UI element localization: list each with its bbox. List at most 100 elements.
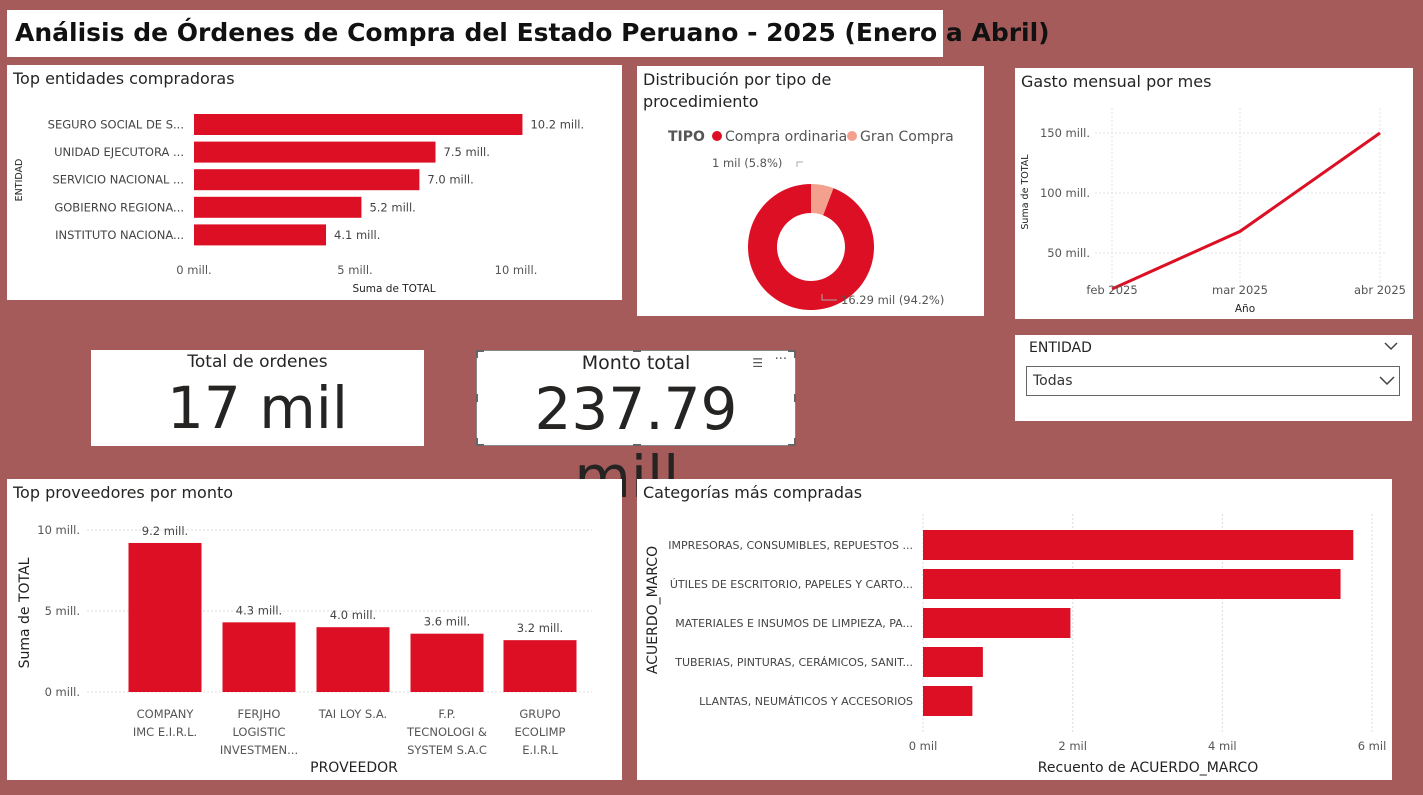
category-label: UNIDAD EJECUTORA ... [54, 145, 184, 159]
series-line [1111, 131, 1381, 291]
donut-slice [811, 184, 834, 216]
category-label: SYSTEM S.A.C [407, 743, 487, 757]
category-label: MATERIALES E INSUMOS DE LIMPIEZA, PA... [675, 617, 913, 630]
x-axis-title: Año [1235, 303, 1255, 315]
bar [194, 169, 420, 191]
tick-label: 10 mill. [495, 263, 538, 277]
bar [316, 627, 390, 692]
category-label: IMC E.I.R.L. [133, 725, 197, 739]
legend-marker [847, 131, 857, 141]
category-label: COMPANY [137, 707, 195, 721]
top-entities-panel[interactable]: Top entidades compradoras SEGURO SOCIAL … [7, 65, 622, 300]
amount-card[interactable]: Monto total 237.79 mill. ☰ ··· [476, 350, 796, 511]
resize-handle[interactable] [476, 444, 484, 446]
resize-handle[interactable] [794, 350, 796, 358]
bar [410, 633, 484, 692]
resize-handle[interactable] [476, 350, 478, 358]
data-label: 3.6 mill. [424, 615, 470, 629]
bar [222, 622, 296, 692]
more-options-icon[interactable]: ··· [774, 352, 787, 367]
bar [923, 530, 1354, 560]
legend-title: TIPO [668, 129, 705, 145]
resize-handle[interactable] [476, 438, 478, 446]
suppliers-bar-chart: 0 mill. 5 mill. 10 mill. 9.2 mill. COMPANY IM… [17, 523, 592, 776]
top-suppliers-panel[interactable]: Top proveedores por monto 0 mill. 5 mill.… [7, 479, 622, 780]
category-label: ÚTILES DE ESCRITORIO, PAPELES Y CARTO... [670, 578, 913, 591]
tick-label: 10 mill. [37, 523, 80, 537]
donut-slice [748, 184, 874, 310]
chart-title: Distribución por tipo de procedimiento [643, 69, 943, 113]
slicer-title: ENTIDAD [1029, 340, 1092, 356]
resize-handle[interactable] [788, 444, 796, 446]
tick-label: 100 mill. [1040, 186, 1090, 200]
category-label: SERVICIO NACIONAL ... [52, 173, 184, 187]
tick-label: feb 2025 [1086, 283, 1137, 297]
category-label: ECOLIMP [514, 725, 565, 739]
category-label: TECNOLOGI & [406, 725, 487, 739]
data-label: 9.2 mill. [142, 524, 188, 538]
tick-label: 150 mill. [1040, 126, 1090, 140]
entities-bar-chart: SEGURO SOCIAL DE S... 10.2 mill. UNIDAD EJ… [14, 114, 584, 295]
y-axis-title: ACUERDO_MARCO [645, 546, 661, 674]
card-label: Monto total [581, 352, 691, 374]
category-label: TAI LOY S.A. [318, 707, 387, 721]
chevron-down-icon [1379, 376, 1395, 386]
data-label: 4.1 mill. [334, 228, 380, 242]
card-value: 17 mil [167, 374, 348, 442]
tick-label: 4 mil [1208, 739, 1237, 753]
x-axis-title: Suma de TOTAL [352, 283, 435, 295]
chart-title: Gasto mensual por mes [1021, 72, 1212, 91]
bar [194, 114, 523, 135]
slicer-dropdown[interactable]: Todas [1026, 366, 1400, 396]
bar [923, 569, 1341, 599]
category-label: IMPRESORAS, CONSUMIBLES, REPUESTOS ... [668, 539, 913, 552]
categories-panel[interactable]: Categorías más compradas 0 mil 2 mil 4 mil… [637, 479, 1392, 780]
filter-icon[interactable]: ☰ [752, 356, 763, 370]
data-label: 4.0 mill. [330, 608, 376, 622]
tick-label: 5 mill. [45, 604, 80, 618]
resize-handle[interactable] [794, 394, 796, 402]
data-label: 3.2 mill. [517, 621, 563, 635]
category-label: TUBERIAS, PINTURAS, CERÁMICOS, SANIT... [674, 656, 913, 669]
tick-label: 2 mil [1058, 739, 1087, 753]
x-axis-title: PROVEEDOR [310, 760, 398, 776]
data-label: 7.0 mill. [427, 173, 473, 187]
data-label: 10.2 mill. [530, 118, 584, 132]
resize-handle[interactable] [633, 350, 641, 352]
y-axis-title: Suma de TOTAL [17, 557, 33, 668]
page-title: Análisis de Órdenes de Compra del Estado… [15, 18, 1050, 47]
tick-label: 0 mill. [45, 685, 80, 699]
resize-handle[interactable] [633, 444, 641, 446]
bar [128, 542, 202, 692]
category-label: GRUPO [519, 707, 560, 721]
bar [194, 224, 327, 246]
legend-label: Compra ordinaria [725, 129, 847, 145]
entity-slicer[interactable]: ENTIDAD Todas [1015, 335, 1412, 421]
procedure-panel[interactable]: Distribución por tipo de procedimiento T… [637, 66, 984, 316]
monthly-line-chart: 50 mill. 100 mill. 150 mill. feb 2025 mar 20… [1020, 108, 1406, 315]
resize-handle[interactable] [476, 350, 484, 352]
category-label: F.P. [438, 707, 455, 721]
procedure-donut-chart: TIPO Compra ordinaria Gran Compra 16.29 mil… [668, 129, 954, 310]
category-label: LOGISTIC [232, 725, 285, 739]
data-label: 4.3 mill. [236, 603, 282, 617]
orders-card[interactable]: Total de ordenes 17 mil [91, 350, 424, 446]
data-label: 7.5 mill. [444, 145, 490, 159]
resize-handle[interactable] [476, 394, 478, 402]
resize-handle[interactable] [794, 438, 796, 446]
bar [194, 141, 436, 163]
legend-marker [712, 131, 722, 141]
monthly-panel[interactable]: Gasto mensual por mes 50 mill. 100 mill. 1… [1015, 68, 1413, 319]
tick-label: 5 mill. [337, 263, 372, 277]
resize-handle[interactable] [788, 350, 796, 352]
legend-label: Gran Compra [860, 129, 954, 145]
bar [923, 647, 983, 677]
chart-title: Categorías más compradas [643, 483, 863, 502]
y-axis-title: ENTIDAD [14, 159, 25, 202]
data-label: 16.29 mil (94.2%) [841, 293, 944, 307]
leader-line [796, 161, 803, 167]
chart-title-line: Distribución por tipo de [643, 70, 832, 89]
chart-title-line: procedimiento [643, 92, 759, 111]
tick-label: abr 2025 [1354, 283, 1406, 297]
collapse-chevron-icon[interactable] [1384, 339, 1398, 355]
